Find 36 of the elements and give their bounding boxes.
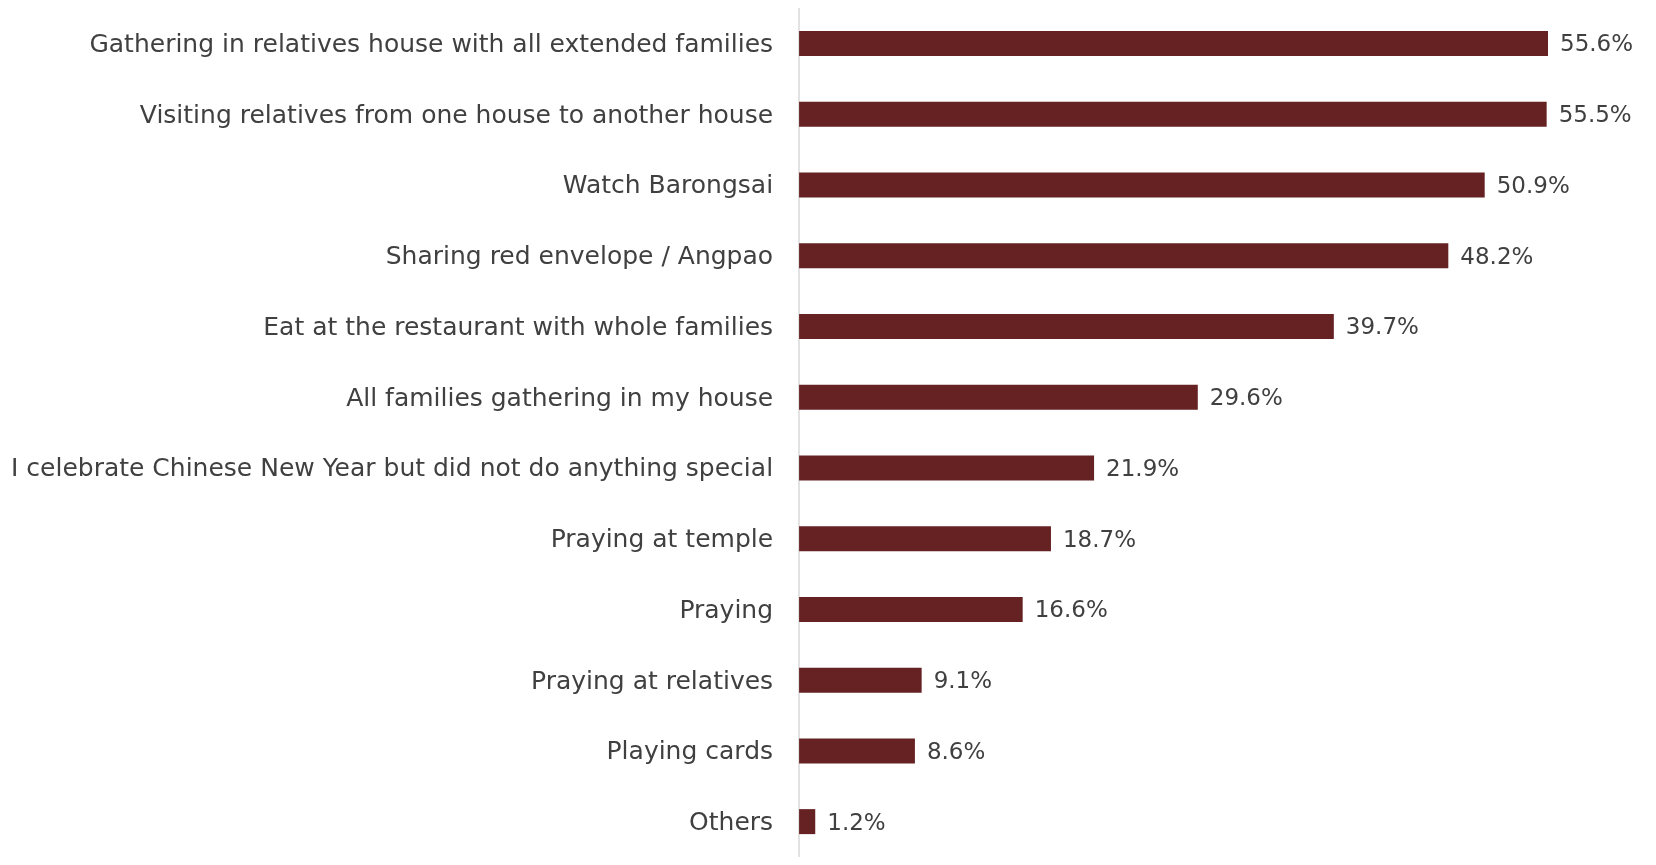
data-label: 55.5%	[1558, 101, 1632, 128]
y-tick-label: Playing cards	[606, 736, 774, 766]
bar	[799, 101, 1547, 127]
bar	[799, 667, 922, 693]
bar	[799, 809, 816, 835]
y-tick-label: Praying	[679, 594, 774, 624]
data-label: 18.7%	[1062, 525, 1137, 552]
bar	[799, 243, 1449, 269]
y-tick-label: Others	[689, 807, 774, 837]
data-label: 29.6%	[1209, 384, 1283, 411]
bar	[799, 172, 1485, 198]
bar	[799, 313, 1334, 339]
y-tick-label: Praying at temple	[550, 524, 774, 554]
data-label: 39.7%	[1345, 313, 1419, 340]
bar	[799, 526, 1051, 552]
y-tick-label: Watch Barongsai	[562, 170, 774, 200]
bar	[799, 738, 915, 764]
bar	[799, 455, 1095, 481]
data-label: 48.2%	[1460, 242, 1534, 269]
bar	[799, 596, 1023, 622]
data-label: 21.9%	[1106, 454, 1180, 481]
y-tick-label: Eat at the restaurant with whole families	[263, 311, 774, 341]
bar	[799, 384, 1198, 410]
y-tick-label: Sharing red envelope / Angpao	[385, 241, 774, 271]
y-tick-label: I celebrate Chinese New Year but did not do anything special	[10, 453, 774, 483]
data-label: 55.6%	[1560, 30, 1634, 57]
y-tick-label: Praying at relatives	[531, 665, 774, 695]
data-label: 8.6%	[926, 737, 986, 764]
y-tick-label: Gathering in relatives house with all extended families	[89, 28, 774, 58]
bar	[799, 30, 1548, 56]
data-label: 50.9%	[1496, 171, 1570, 198]
data-label: 1.2%	[827, 808, 886, 835]
data-label: 16.6%	[1034, 596, 1108, 623]
y-tick-label: Visiting relatives from one house to another house	[139, 99, 774, 129]
data-label: 9.1%	[933, 667, 993, 694]
y-tick-label: All families gathering in my house	[346, 382, 774, 412]
